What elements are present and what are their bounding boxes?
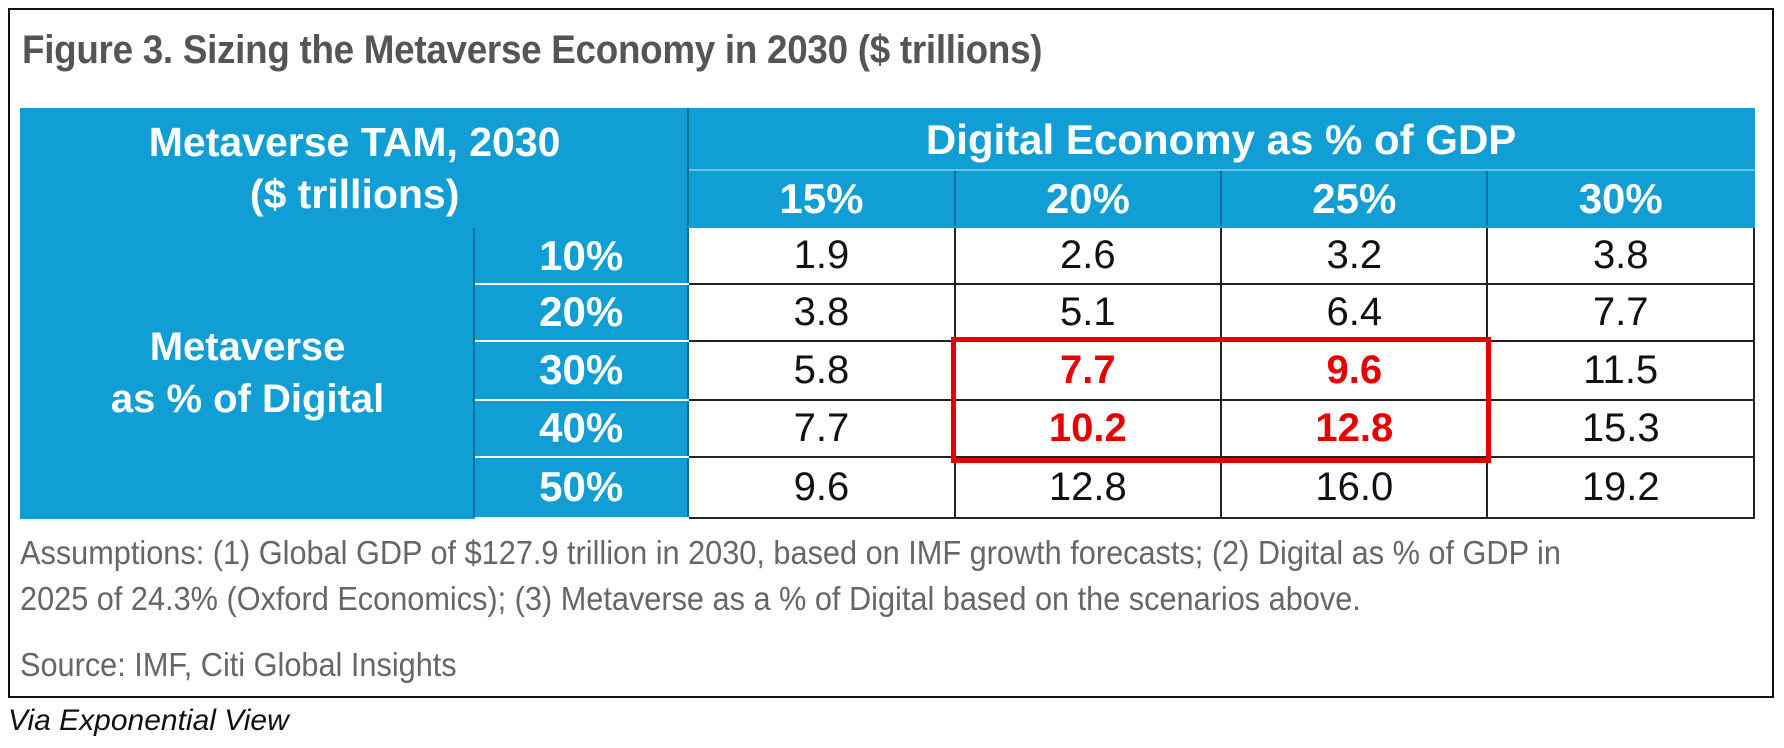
value-cell: 5.8 <box>687 339 956 401</box>
value-cell: 7.7 <box>687 398 956 458</box>
row-header: 20% <box>473 282 690 342</box>
assumptions-note: Assumptions: (1) Global GDP of $127.9 tr… <box>20 530 1638 622</box>
value-cell: 5.1 <box>953 282 1223 342</box>
row-header: 50% <box>473 455 690 520</box>
source-note: Source: IMF, Citi Global Insights <box>20 646 457 683</box>
header-row-1: Metaverse TAM, 2030 ($ trillions) Digita… <box>19 107 1755 229</box>
table-body: Metaverse as % of Digital 10% 1.9 2.6 3.2 3.8 2… <box>19 226 1755 520</box>
value-cell: 3.8 <box>1486 226 1755 285</box>
row-header: 30% <box>473 339 690 401</box>
row-header: 40% <box>473 398 690 458</box>
highlighted-value-cell: 9.6 <box>1220 339 1489 401</box>
highlighted-value-cell: 7.7 <box>953 339 1223 401</box>
highlighted-value-cell: 10.2 <box>953 398 1223 458</box>
via-credit: Via Exponential View <box>8 704 289 737</box>
table-row: Metaverse as % of Digital 10% 1.9 2.6 3.2 3.8 <box>19 226 1755 519</box>
row-group-header-line: Metaverse <box>149 324 346 369</box>
assumptions-line-2: 2025 of 24.3% (Oxford Economics); (3) Me… <box>20 580 1361 617</box>
value-cell: 19.2 <box>1486 455 1755 520</box>
value-cell: 9.6 <box>687 455 956 520</box>
column-header: 15% <box>687 169 956 229</box>
value-cell: 2.6 <box>953 226 1223 285</box>
table-row: 40% 7.7 10.2 12.8 15.3 <box>21 398 1755 458</box>
value-cell: 11.5 <box>1486 339 1755 401</box>
value-cell: 15.3 <box>1486 398 1755 458</box>
corner-header-line-2: ($ trillions) <box>249 171 460 218</box>
corner-header: Metaverse TAM, 2030 ($ trillions) <box>19 107 690 229</box>
figure-title: Figure 3. Sizing the Metaverse Economy i… <box>22 28 1043 72</box>
table-row: 20% 3.8 5.1 6.4 7.7 <box>21 282 1755 342</box>
value-cell: 3.2 <box>1220 226 1489 285</box>
row-header: 10% <box>473 226 690 285</box>
assumptions-line-1: Assumptions: (1) Global GDP of $127.9 tr… <box>20 534 1561 571</box>
row-group-header-line: as % of Digital <box>110 376 385 421</box>
value-cell: 3.8 <box>687 282 956 342</box>
value-cell: 12.8 <box>953 455 1223 520</box>
table-row: 50% 9.6 12.8 16.0 19.2 <box>21 455 1755 520</box>
value-cell: 7.7 <box>1486 282 1755 342</box>
tam-table: Metaverse TAM, 2030 ($ trillions) Digita… <box>19 107 1755 520</box>
column-group-header: Digital Economy as % of GDP <box>687 107 1755 172</box>
header-row-2: 15% 20% 25% 30% <box>21 169 1755 229</box>
highlighted-value-cell: 12.8 <box>1220 398 1489 458</box>
corner-header-line-1: Metaverse TAM, 2030 <box>148 119 561 166</box>
column-header: 20% <box>953 169 1223 229</box>
column-header: 30% <box>1486 169 1755 229</box>
value-cell: 6.4 <box>1220 282 1489 342</box>
value-cell: 16.0 <box>1220 455 1489 520</box>
column-header: 25% <box>1220 169 1489 229</box>
value-cell: 1.9 <box>687 226 956 285</box>
row-group-header: Metaverse as % of Digital <box>19 226 476 519</box>
